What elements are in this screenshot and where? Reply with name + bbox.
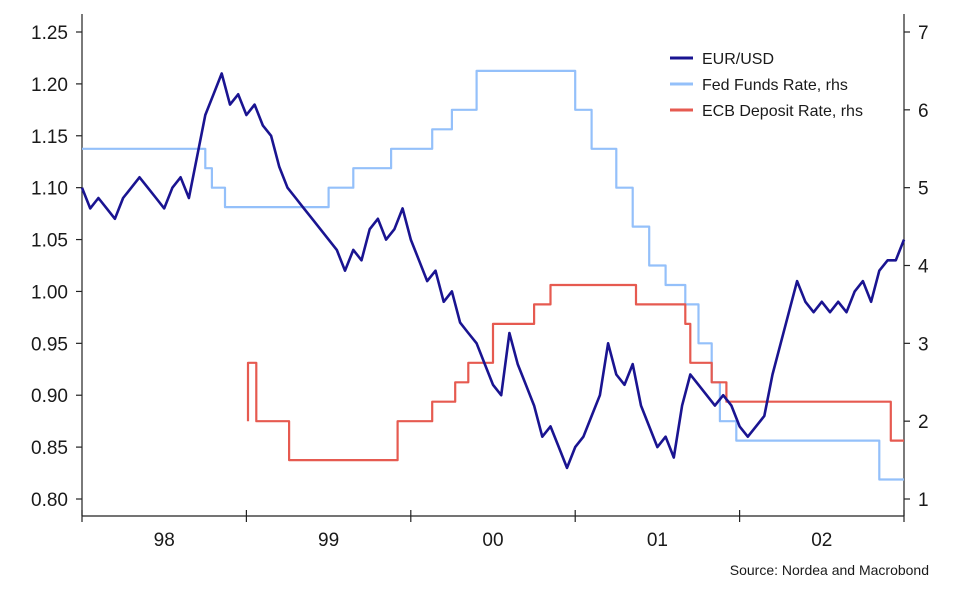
right-tick-label: 7 [918,23,929,44]
legend: EUR/USD Fed Funds Rate, rhs ECB Deposit Ra… [670,51,863,120]
series-line-ecb-deposit-rate-rhs [246,283,904,462]
left-tick-label: 1.15 [31,127,68,148]
right-tick-label: 6 [918,101,929,122]
legend-label-fed-funds-rate-rhs: Fed Funds Rate, rhs [702,77,848,94]
x-tick-label: 99 [318,530,339,551]
left-tick-label: 1.00 [31,282,68,303]
series-layer [80,69,906,481]
left-tick-label: 1.25 [31,23,68,44]
left-tick-label: 1.05 [31,231,68,252]
right-tick-label: 2 [918,412,929,433]
x-tick-label: 00 [482,530,503,551]
source-note: Source: Nordea and Macrobond [729,562,929,578]
series-line-eur-usd [80,72,906,470]
series-line-fed-funds-rate-rhs [82,69,904,481]
left-tick-label: 0.80 [31,490,68,511]
left-tick-label: 0.95 [31,334,68,355]
right-tick-label: 5 [918,179,929,200]
axes: 0.80 0.85 0.90 0.95 1.00 1.05 1.10 1.15 1.20 1.25… [31,14,929,551]
x-tick-label: 01 [647,530,668,551]
right-tick-label: 4 [918,257,929,278]
legend-label-ecb-deposit-rate-rhs: ECB Deposit Rate, rhs [702,103,863,120]
left-tick-label: 0.85 [31,438,68,459]
left-tick-label: 1.10 [31,179,68,200]
right-tick-label: 1 [918,490,929,511]
left-tick-label: 0.90 [31,386,68,407]
x-tick-label: 02 [811,530,832,551]
left-tick-label: 1.20 [31,75,68,96]
x-tick-label: 98 [154,530,175,551]
legend-label-eur-usd: EUR/USD [702,51,774,68]
right-tick-label: 3 [918,334,929,355]
